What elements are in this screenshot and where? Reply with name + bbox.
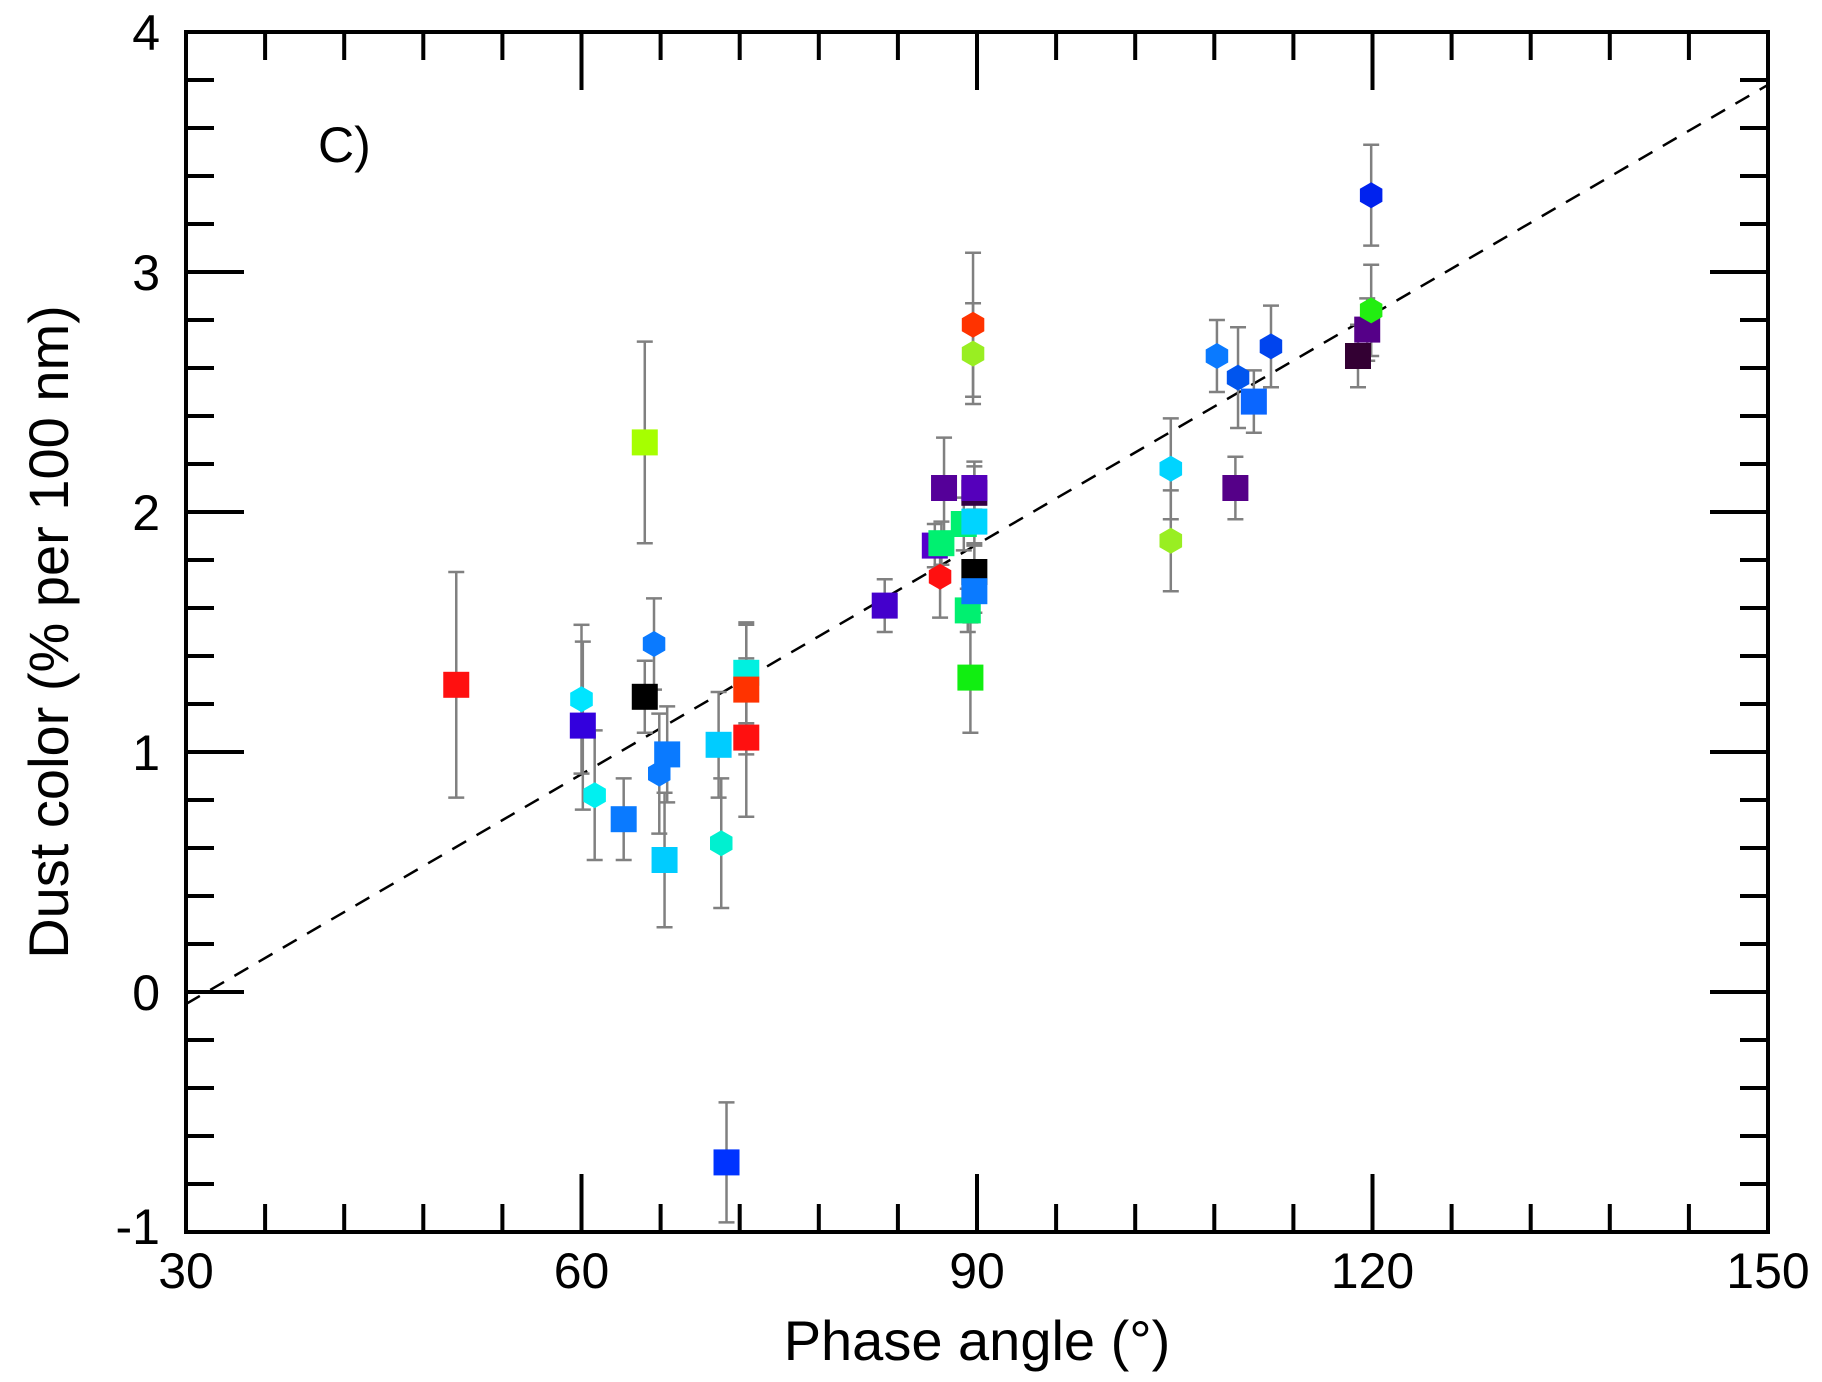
fit-line xyxy=(185,83,1769,1006)
square-point xyxy=(610,806,637,833)
hexagon-point xyxy=(1359,297,1383,324)
square-point xyxy=(961,578,988,605)
hexagon-point xyxy=(961,311,985,338)
plot-frame xyxy=(184,30,1770,1234)
x-tick-label: 90 xyxy=(949,1243,1005,1299)
square-point xyxy=(1344,343,1371,369)
square-point xyxy=(957,664,984,691)
hexagon-point xyxy=(1226,364,1250,391)
hexagon-point xyxy=(1205,343,1229,369)
y-axis-label: Dust color (% per 100 nm) xyxy=(17,305,80,959)
square-point xyxy=(651,847,678,873)
hexagon-point xyxy=(1259,333,1283,360)
x-tick-label: 30 xyxy=(158,1243,214,1299)
square-point xyxy=(569,712,596,739)
hexagon-point xyxy=(583,782,606,809)
x-tick-label: 150 xyxy=(1726,1243,1809,1299)
hexagon-point xyxy=(1159,455,1183,482)
square-point xyxy=(733,724,760,751)
y-tick-label: 0 xyxy=(132,965,160,1021)
y-tick-label: -1 xyxy=(116,1199,160,1255)
square-point xyxy=(931,475,958,501)
error-bars xyxy=(448,143,1380,1224)
axis-ticks xyxy=(184,30,1770,1234)
panel-label: C) xyxy=(318,117,371,173)
square-point xyxy=(654,741,681,768)
y-tick-label: 1 xyxy=(132,725,160,781)
hexagon-point xyxy=(1159,527,1183,554)
square-point xyxy=(961,508,988,535)
square-point xyxy=(631,683,658,710)
hexagon-point xyxy=(642,631,666,657)
y-tick-label: 4 xyxy=(132,5,160,61)
square-point xyxy=(705,731,732,758)
hexagon-point xyxy=(928,563,952,590)
square-point xyxy=(1240,388,1267,415)
fit-line-group xyxy=(185,83,1769,1006)
data-points xyxy=(443,182,1383,1176)
x-axis-label: Phase angle (°) xyxy=(784,1309,1171,1372)
square-point xyxy=(871,592,898,619)
y-tick-label: 2 xyxy=(132,485,160,541)
square-point xyxy=(443,671,470,698)
tick-labels: 30 60 90 120 150 -1 0 1 2 3 4 xyxy=(116,5,1810,1299)
square-point xyxy=(928,530,955,557)
x-tick-label: 60 xyxy=(554,1243,610,1299)
square-point xyxy=(631,429,658,456)
hexagon-point xyxy=(710,830,733,857)
square-point xyxy=(713,1149,740,1176)
hexagon-point xyxy=(570,686,593,713)
square-point xyxy=(733,676,760,703)
square-point xyxy=(1222,475,1249,501)
x-tick-label: 120 xyxy=(1331,1243,1414,1299)
y-tick-label: 3 xyxy=(132,245,160,301)
hexagon-point xyxy=(961,340,985,367)
hexagon-point xyxy=(1359,182,1383,209)
square-point xyxy=(961,475,988,501)
